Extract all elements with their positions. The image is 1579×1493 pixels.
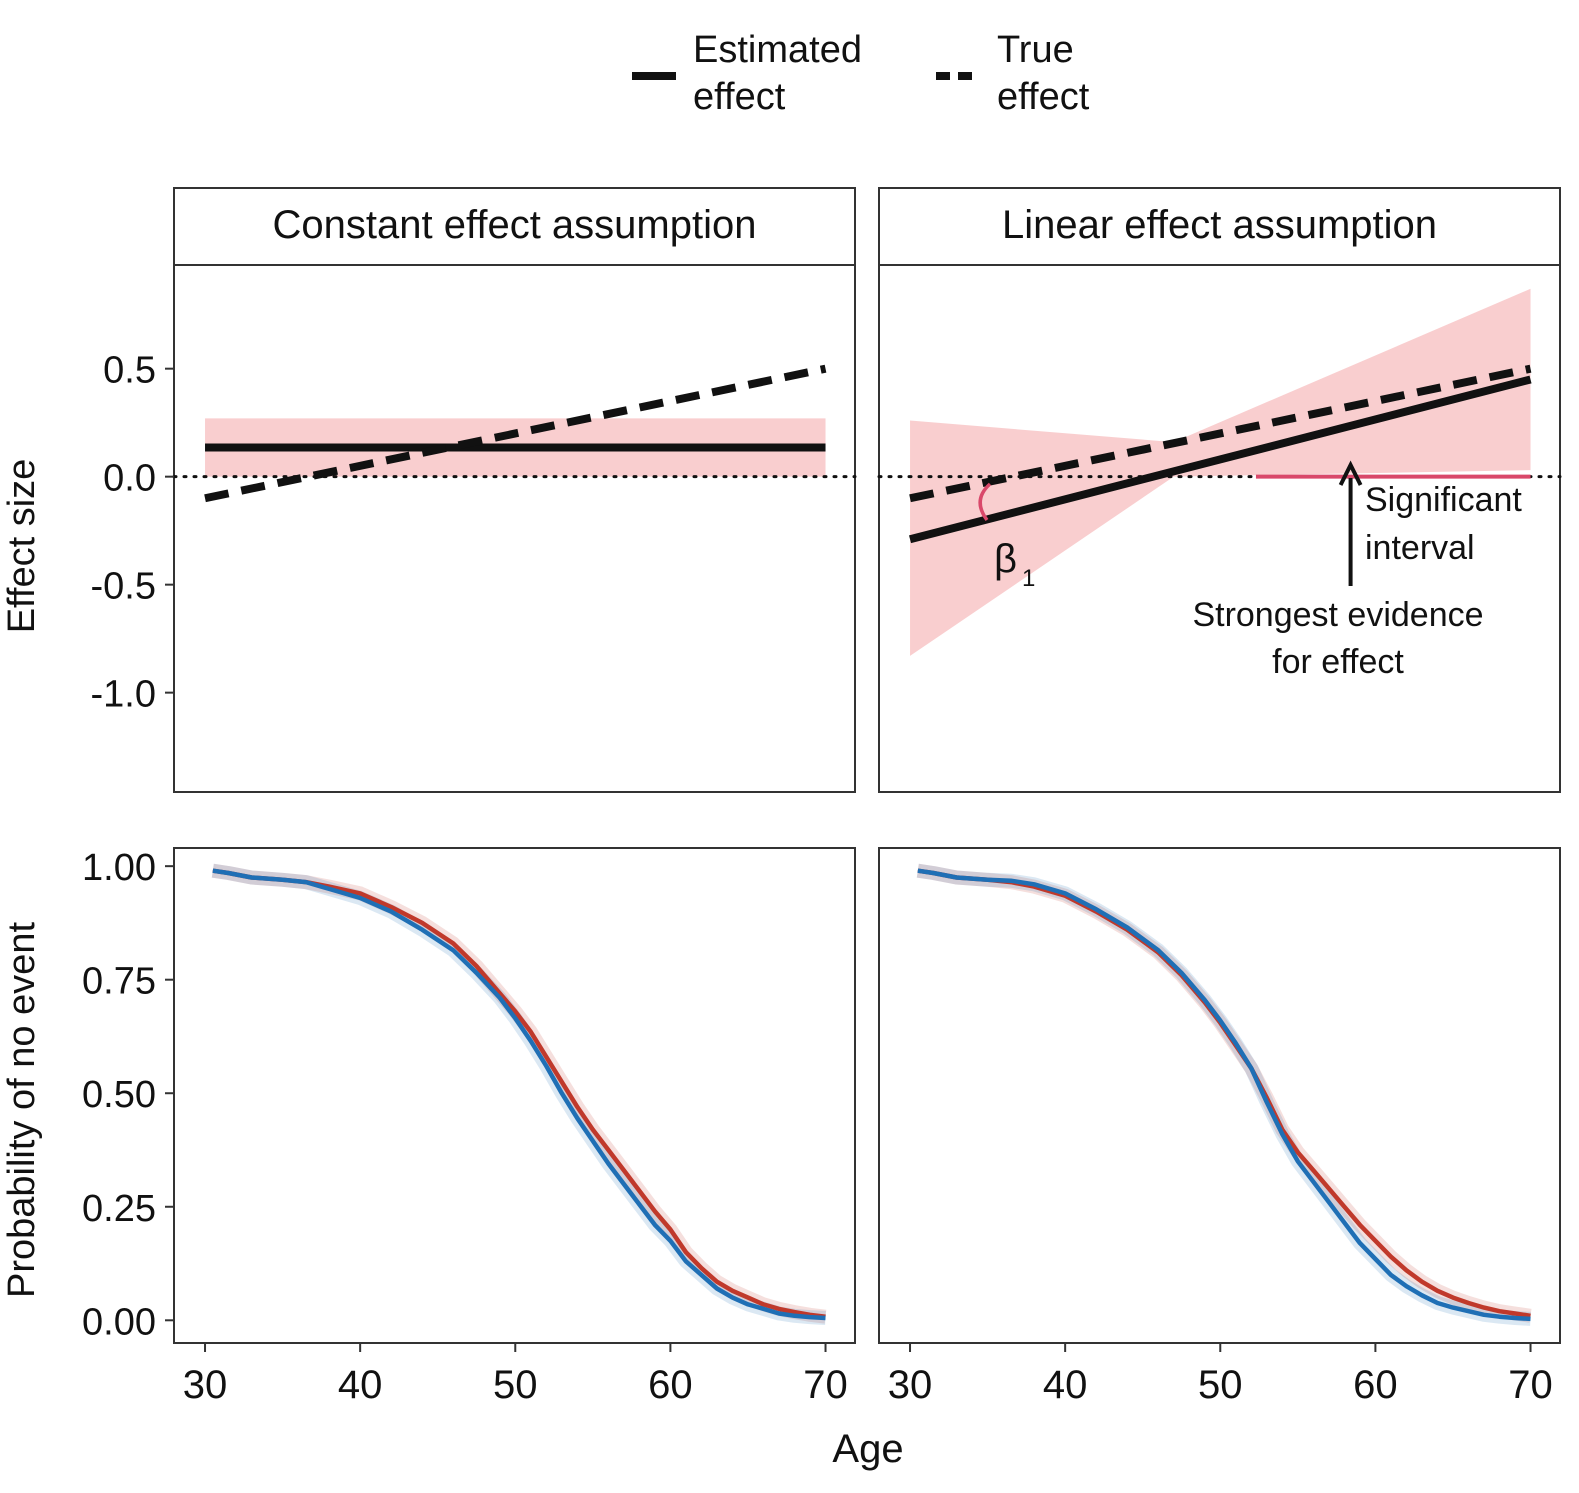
legend: Estimated effect True effect — [632, 29, 1090, 118]
panel-constant-effect: 0.5 0.0 -0.5 -1.0 — [91, 264, 857, 793]
true-effect-line — [204, 364, 827, 503]
panel-border — [173, 264, 856, 793]
x-axis-title: Age — [832, 1427, 903, 1471]
x-tick-label: 60 — [648, 1363, 693, 1407]
evidence-arrow-head — [1338, 460, 1363, 486]
true-effect-line — [909, 364, 1532, 503]
x-tick-label: 70 — [1508, 1363, 1553, 1407]
beta-subscript: 1 — [1022, 565, 1035, 592]
x-tick-label: 50 — [1198, 1363, 1243, 1407]
y-axis-title-effect: Effect size — [1, 459, 43, 634]
y-tick-label: 0.25 — [82, 1188, 156, 1230]
annotation-text: for effect — [1272, 643, 1404, 681]
y-tick-label: 0.50 — [82, 1074, 156, 1116]
x-tick-label: 30 — [183, 1363, 228, 1407]
estimated-effect-line — [909, 375, 1532, 544]
x-tick-label: 40 — [338, 1363, 383, 1407]
y-tick-label: 0.5 — [103, 350, 156, 392]
panel-title-linear: Linear effect assumption — [878, 187, 1561, 266]
y-axis-title-probability: Probability of no event — [1, 922, 43, 1298]
x-tick-label: 30 — [888, 1363, 933, 1407]
blue-survival-curve — [212, 868, 826, 1321]
y-tick-label: -1.0 — [91, 674, 156, 716]
legend-true-label-1: True — [997, 29, 1074, 71]
red-survival-curve — [212, 868, 826, 1319]
y-tick-label: 0.0 — [103, 458, 156, 500]
x-tick-label: 60 — [1353, 1363, 1398, 1407]
annotation-text: interval — [1365, 529, 1475, 567]
blue-survival-curve — [917, 868, 1531, 1322]
x-tick-label: 50 — [493, 1363, 538, 1407]
x-tick-label: 40 — [1043, 1363, 1088, 1407]
panel-constant-survival: 1.00 0.75 0.50 0.25 0.00 30 40 50 60 70 — [82, 847, 856, 1407]
panel-border — [173, 847, 856, 1344]
panel-title-constant: Constant effect assumption — [173, 187, 856, 266]
panel-title-linear-text: Linear effect assumption — [1002, 203, 1437, 247]
legend-estimated-label-1: Estimated — [693, 29, 862, 71]
y-tick-label: 0.00 — [82, 1301, 156, 1343]
beta-symbol: β — [994, 537, 1017, 581]
legend-estimated-label-2: effect — [693, 76, 786, 118]
legend-true-label-2: effect — [997, 76, 1090, 118]
beta-angle-arc — [978, 482, 992, 522]
y-tick-label: -0.5 — [91, 566, 156, 608]
y-tick-label: 1.00 — [82, 847, 156, 889]
x-tick-label: 70 — [803, 1363, 848, 1407]
panel-title-constant-text: Constant effect assumption — [273, 203, 757, 247]
annotation-text: Significant — [1365, 481, 1522, 519]
panel-border — [878, 847, 1561, 1344]
confidence-band — [910, 288, 1531, 656]
panel-linear-survival: 30 40 50 60 70 — [878, 847, 1561, 1407]
panel-linear-effect: β 1 Significant interval Strongest evidence f… — [877, 264, 1562, 793]
annotation-text: Strongest evidence — [1192, 596, 1483, 634]
y-tick-label: 0.75 — [82, 961, 156, 1003]
